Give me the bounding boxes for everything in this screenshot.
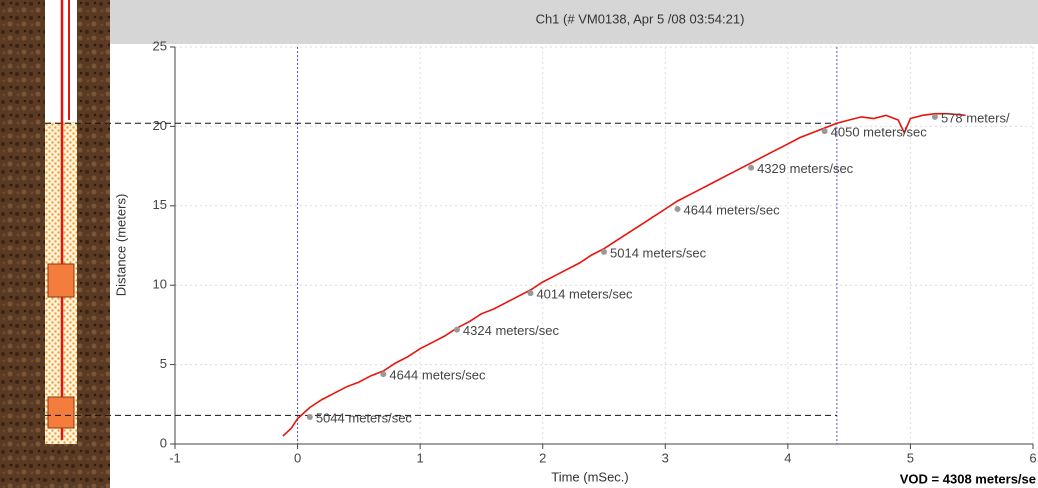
segment-point — [675, 206, 681, 212]
y-tick-label: 15 — [153, 197, 167, 212]
x-tick-label: -1 — [169, 450, 181, 465]
x-tick-label: 2 — [539, 450, 546, 465]
x-tick-label: 1 — [417, 450, 424, 465]
segment-velocity: 4324 meters/sec — [463, 323, 560, 338]
segment-velocity: 5014 meters/sec — [610, 245, 707, 260]
x-tick-label: 5 — [907, 450, 914, 465]
app: Ch1 (# VM0138, Apr 5 /08 03:54:21) Time … — [0, 0, 1038, 488]
segment-point — [527, 290, 533, 296]
segment-velocity: 4050 meters/sec — [831, 125, 928, 140]
segment-point — [748, 165, 754, 171]
x-tick-label: 6 — [1029, 450, 1036, 465]
trace — [283, 114, 966, 436]
x-axis-title: Time (mSec.) — [551, 469, 629, 484]
x-tick-label: 3 — [662, 450, 669, 465]
y-tick-label: 25 — [153, 38, 167, 53]
segment-point — [454, 327, 460, 333]
chart-title: Ch1 (# VM0138, Apr 5 /08 03:54:21) — [536, 11, 745, 26]
y-tick-label: 10 — [153, 277, 167, 292]
y-tick-label: 20 — [153, 118, 167, 133]
segment-velocity: 4329 meters/sec — [757, 161, 854, 176]
borehole-panel — [0, 0, 110, 488]
segment-point — [380, 371, 386, 377]
y-tick-label: 5 — [160, 356, 167, 371]
segment-velocity: 4644 meters/sec — [684, 202, 781, 217]
segment-point — [601, 249, 607, 255]
segment-point — [307, 414, 313, 420]
x-tick-label: 4 — [784, 450, 791, 465]
segment-velocity: 4644 meters/sec — [389, 368, 486, 383]
segment-velocity: 5044 meters/sec — [316, 410, 413, 425]
vod-summary: VOD = 4308 meters/se — [900, 471, 1036, 486]
y-tick-label: 0 — [160, 435, 167, 450]
segment-point — [822, 128, 828, 134]
y-axis-title: Distance (meters) — [113, 194, 128, 297]
segment-velocity: 4014 meters/sec — [536, 287, 633, 302]
page: Ch1 (# VM0138, Apr 5 /08 03:54:21) Time … — [0, 0, 1038, 488]
segment-point — [932, 114, 938, 120]
x-tick-label: 0 — [294, 450, 301, 465]
segment-velocity: 578 meters/ — [941, 110, 1010, 125]
